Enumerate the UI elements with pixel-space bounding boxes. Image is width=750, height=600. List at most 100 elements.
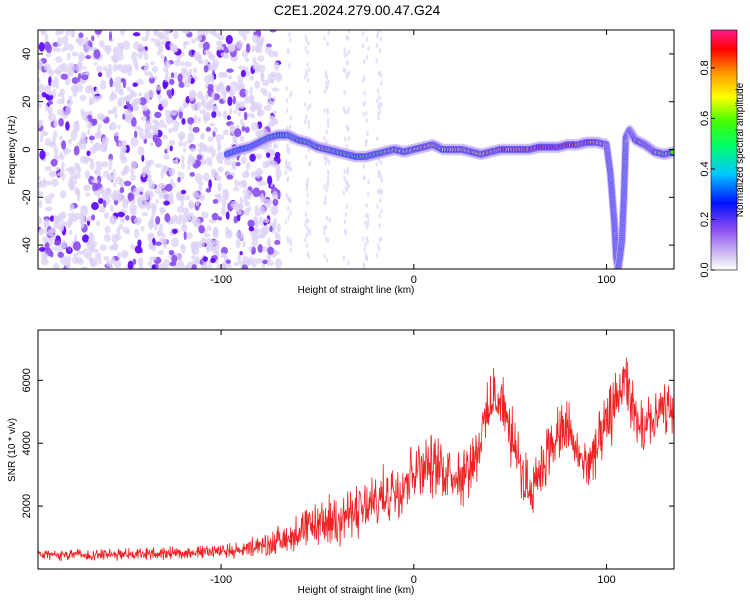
noise-blob [47,112,56,122]
noise-blob [149,216,155,225]
noise-stripe-blob [380,102,383,108]
noise-blob [45,195,53,205]
noise-blob [185,195,190,201]
noise-stripe-blob [326,180,330,186]
noise-blob [235,230,244,239]
noise-blob [137,46,145,52]
noise-blob [103,211,110,219]
noise-stripe-blob [379,36,383,42]
noise-stripe-blob [346,168,349,174]
noise-blob [154,163,163,168]
noise-blob [251,34,260,44]
noise-stripe-blob [323,200,327,206]
noise-stripe-blob [304,119,307,125]
noise-blob [138,97,147,106]
colorbar-tick-label: 0.2 [699,212,711,227]
noise-blob [38,229,43,236]
noise-blob [134,125,142,130]
noise-blob [203,172,210,182]
noise-blob [44,84,51,95]
noise-blob [220,134,224,140]
noise-stripe-blob [325,187,328,193]
noise-stripe-blob [343,168,346,174]
noise-blob [163,154,170,160]
noise-stripe-blob [347,49,351,55]
noise-blob [154,76,158,81]
noise-blob [225,259,231,264]
noise-stripe-blob [306,49,309,55]
noise-blob [230,81,239,87]
noise-blob [225,85,231,92]
noise-stripe-blob [306,192,309,198]
noise-blob [213,126,218,133]
y-tick-label: -40 [21,237,33,253]
noise-blob [177,176,181,183]
noise-stripe-blob [286,143,289,149]
noise-blob [113,199,119,206]
noise-stripe-blob [287,205,290,211]
noise-blob [125,215,130,221]
noise-blob [233,109,237,114]
y-tick-label: 6000 [21,368,33,392]
noise-stripe-blob [379,198,382,204]
noise-blob [116,252,122,259]
noise-blob [201,95,205,104]
noise-blob [206,225,212,231]
noise-stripe-blob [365,117,368,123]
noise-blob [40,30,47,36]
noise-blob [93,61,98,67]
noise-blob [202,256,208,262]
noise-blob [186,165,191,171]
noise-blob [137,239,142,247]
noise-blob [244,169,249,178]
noise-blob [141,104,149,112]
noise-blob [239,135,245,143]
noise-stripe-blob [285,98,289,104]
noise-stripe-blob [365,202,368,208]
y-tick-label: 2000 [21,494,33,518]
noise-blob [120,78,125,83]
noise-blob [170,109,178,116]
noise-blob [255,153,263,160]
noise-blob [45,206,53,212]
noise-stripe-blob [377,243,380,249]
noise-stripe-blob [377,71,381,77]
noise-stripe-blob [378,48,382,54]
noise-blob [151,65,158,73]
noise-stripe-blob [323,36,326,42]
noise-blob [267,246,274,255]
noise-blob [234,128,242,138]
noise-blob [103,45,108,52]
noise-blob [226,115,231,121]
noise-blob [197,116,201,123]
noise-stripe-blob [323,225,326,231]
noise-blob [105,259,112,267]
noise-blob [195,200,200,207]
noise-stripe-blob [363,175,366,181]
noise-stripe-blob [286,108,289,114]
noise-blob [190,255,196,260]
noise-blob [182,30,190,35]
noise-blob [255,257,263,264]
noise-blob [79,155,87,164]
noise-blob [149,72,154,80]
noise-stripe-blob [375,43,379,49]
noise-blob [102,65,108,72]
noise-blob [39,149,46,160]
noise-blob [245,161,251,170]
noise-stripe-blob [289,139,293,145]
noise-stripe-blob [286,48,290,54]
noise-stripe-blob [343,136,347,142]
noise-stripe-blob [362,102,365,108]
noise-blob [95,87,99,95]
noise-blob [213,239,221,247]
noise-stripe-blob [305,232,309,238]
noise-blob [255,171,261,179]
noise-blob [69,229,73,236]
noise-blob [258,35,265,45]
noise-blob [41,257,49,266]
noise-blob [70,62,76,73]
noise-blob [203,65,209,73]
noise-blob [57,92,65,98]
noise-blob [150,37,156,42]
